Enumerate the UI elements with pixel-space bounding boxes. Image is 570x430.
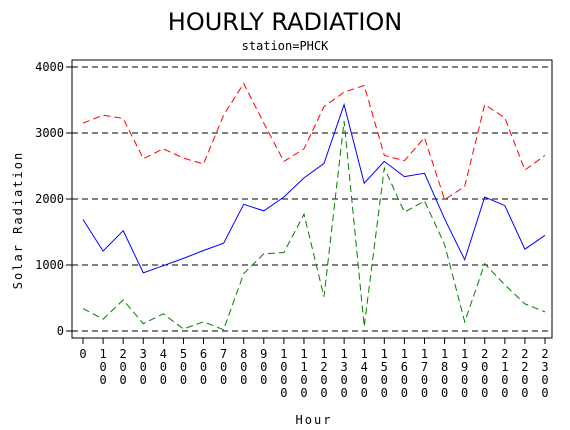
y-axis-ticks: 0 1000 2000 3000 4000 (35, 60, 72, 338)
y-tick-label-3000: 3000 (35, 126, 64, 140)
series-line-2 (82, 121, 546, 331)
y-tick-label-4000: 4000 (35, 60, 64, 74)
x-tick-label-0: 0 (79, 347, 86, 361)
chart-title: HOURLY RADIATION (168, 8, 402, 36)
series-line-1 (82, 102, 546, 274)
y-axis-label: Solar Radiation (11, 151, 25, 289)
x-axis-label: Hour (296, 413, 333, 427)
series-lines (82, 82, 546, 331)
x-axis-ticks: 0 1 0 0 2 0 0 3 0 0 4 0 0 5 0 0 6 0 0 7 0 0 8 0 0 9 0 0 1 0 0 0 1 1 0 0 1 2 0 0… (79, 338, 549, 400)
chart-subtitle: station=PHCK (242, 39, 329, 53)
y-tick-label-1000: 1000 (35, 258, 64, 272)
gridlines (72, 66, 552, 332)
y-tick-label-0: 0 (57, 324, 64, 338)
series-line-0 (82, 82, 546, 201)
y-tick-label-2000: 2000 (35, 192, 64, 206)
